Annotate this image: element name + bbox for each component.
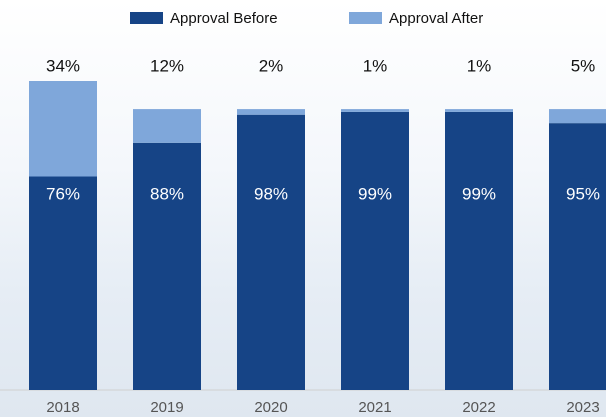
value-label: 76% bbox=[46, 184, 80, 203]
value-label: 12% bbox=[150, 56, 184, 75]
bar-segment bbox=[133, 109, 201, 143]
bar-segment bbox=[29, 176, 97, 390]
value-label: 34% bbox=[46, 56, 80, 75]
value-label: 5% bbox=[571, 56, 596, 75]
legend-swatch bbox=[130, 12, 163, 24]
legend-label: Approval After bbox=[389, 10, 483, 27]
bar-segment bbox=[237, 109, 305, 115]
bar-segment bbox=[445, 109, 513, 112]
legend-label: Approval Before bbox=[170, 10, 278, 27]
value-label: 99% bbox=[358, 184, 392, 203]
value-label: 2% bbox=[259, 56, 284, 75]
value-label: 1% bbox=[363, 56, 388, 75]
x-tick-label: 2020 bbox=[254, 399, 287, 416]
bar-segment bbox=[549, 109, 606, 124]
value-label: 88% bbox=[150, 184, 184, 203]
bar-segment bbox=[237, 114, 305, 390]
bar-segment bbox=[29, 81, 97, 177]
x-tick-label: 2018 bbox=[46, 399, 79, 416]
value-label: 99% bbox=[462, 184, 496, 203]
x-tick-label: 2022 bbox=[462, 399, 495, 416]
bar-segment bbox=[445, 111, 513, 391]
bar-segment bbox=[341, 109, 409, 112]
x-tick-label: 2021 bbox=[358, 399, 391, 416]
bar-segment bbox=[549, 123, 606, 391]
value-label: 98% bbox=[254, 184, 288, 203]
bar-segment bbox=[133, 142, 201, 390]
x-tick-label: 2023 bbox=[566, 399, 599, 416]
value-label: 1% bbox=[467, 56, 492, 75]
value-label: 95% bbox=[566, 184, 600, 203]
bar-segment bbox=[341, 111, 409, 391]
legend-swatch bbox=[349, 12, 382, 24]
x-tick-label: 2019 bbox=[150, 399, 183, 416]
